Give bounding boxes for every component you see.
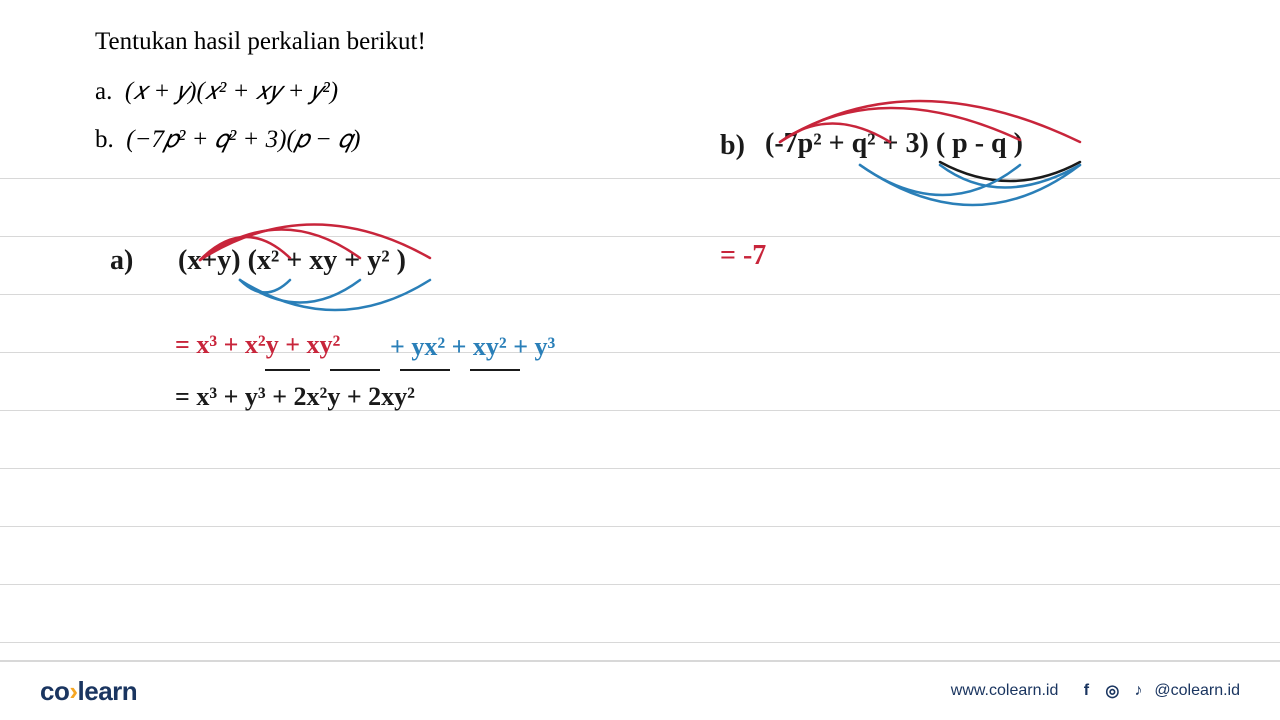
tiktok-icon: ♪ <box>1128 681 1148 701</box>
ruled-line <box>0 178 1280 179</box>
logo-dot: › <box>69 676 77 706</box>
logo-left: co <box>40 676 69 706</box>
work-a-line1: (x+y) (x² + xy + y² ) <box>178 245 406 277</box>
facebook-icon: f <box>1076 681 1096 701</box>
work-b-line1: (-7p² + q² + 3) ( p - q ) <box>765 128 1023 160</box>
question-option-b: b. (−7𝑝² + 𝑞² + 3)(𝑝 − 𝑞) <box>95 126 360 154</box>
option-b-expr: (−7𝑝² + 𝑞² + 3)(𝑝 − 𝑞) <box>126 126 360 153</box>
ruled-line <box>0 642 1280 643</box>
footer-handle: @colearn.id <box>1154 682 1240 700</box>
work-a-line3: = x³ + y³ + 2x²y + 2xy² <box>175 382 415 412</box>
option-a-label: a. <box>95 78 112 105</box>
footer: co›learn www.colearn.id f ◎ ♪ @colearn.i… <box>0 660 1280 720</box>
work-a-line2-red: = x³ + x²y + xy² <box>175 330 340 360</box>
work-b-label: b) <box>720 130 745 162</box>
ruled-line <box>0 468 1280 469</box>
option-b-label: b. <box>95 126 114 153</box>
footer-url: www.colearn.id <box>951 682 1059 700</box>
logo: co›learn <box>40 676 137 707</box>
logo-right: learn <box>78 676 138 706</box>
work-a-label: a) <box>110 245 133 277</box>
footer-right: www.colearn.id f ◎ ♪ @colearn.id <box>951 681 1240 701</box>
ruled-line <box>0 526 1280 527</box>
option-a-expr: (𝑥 + 𝑦)(𝑥² + 𝑥𝑦 + 𝑦²) <box>125 78 338 105</box>
ruled-line <box>0 236 1280 237</box>
question-option-a: a. (𝑥 + 𝑦)(𝑥² + 𝑥𝑦 + 𝑦²) <box>95 78 338 106</box>
work-b-line2: = -7 <box>720 240 766 272</box>
work-a-line2-blue: + yx² + xy² + y³ <box>390 332 555 362</box>
question-prompt: Tentukan hasil perkalian berikut! <box>95 28 426 56</box>
ruled-line <box>0 294 1280 295</box>
social-icons: f ◎ ♪ @colearn.id <box>1076 681 1240 701</box>
ruled-line <box>0 584 1280 585</box>
instagram-icon: ◎ <box>1102 681 1122 701</box>
page: Tentukan hasil perkalian berikut! a. (𝑥 … <box>0 0 1280 720</box>
